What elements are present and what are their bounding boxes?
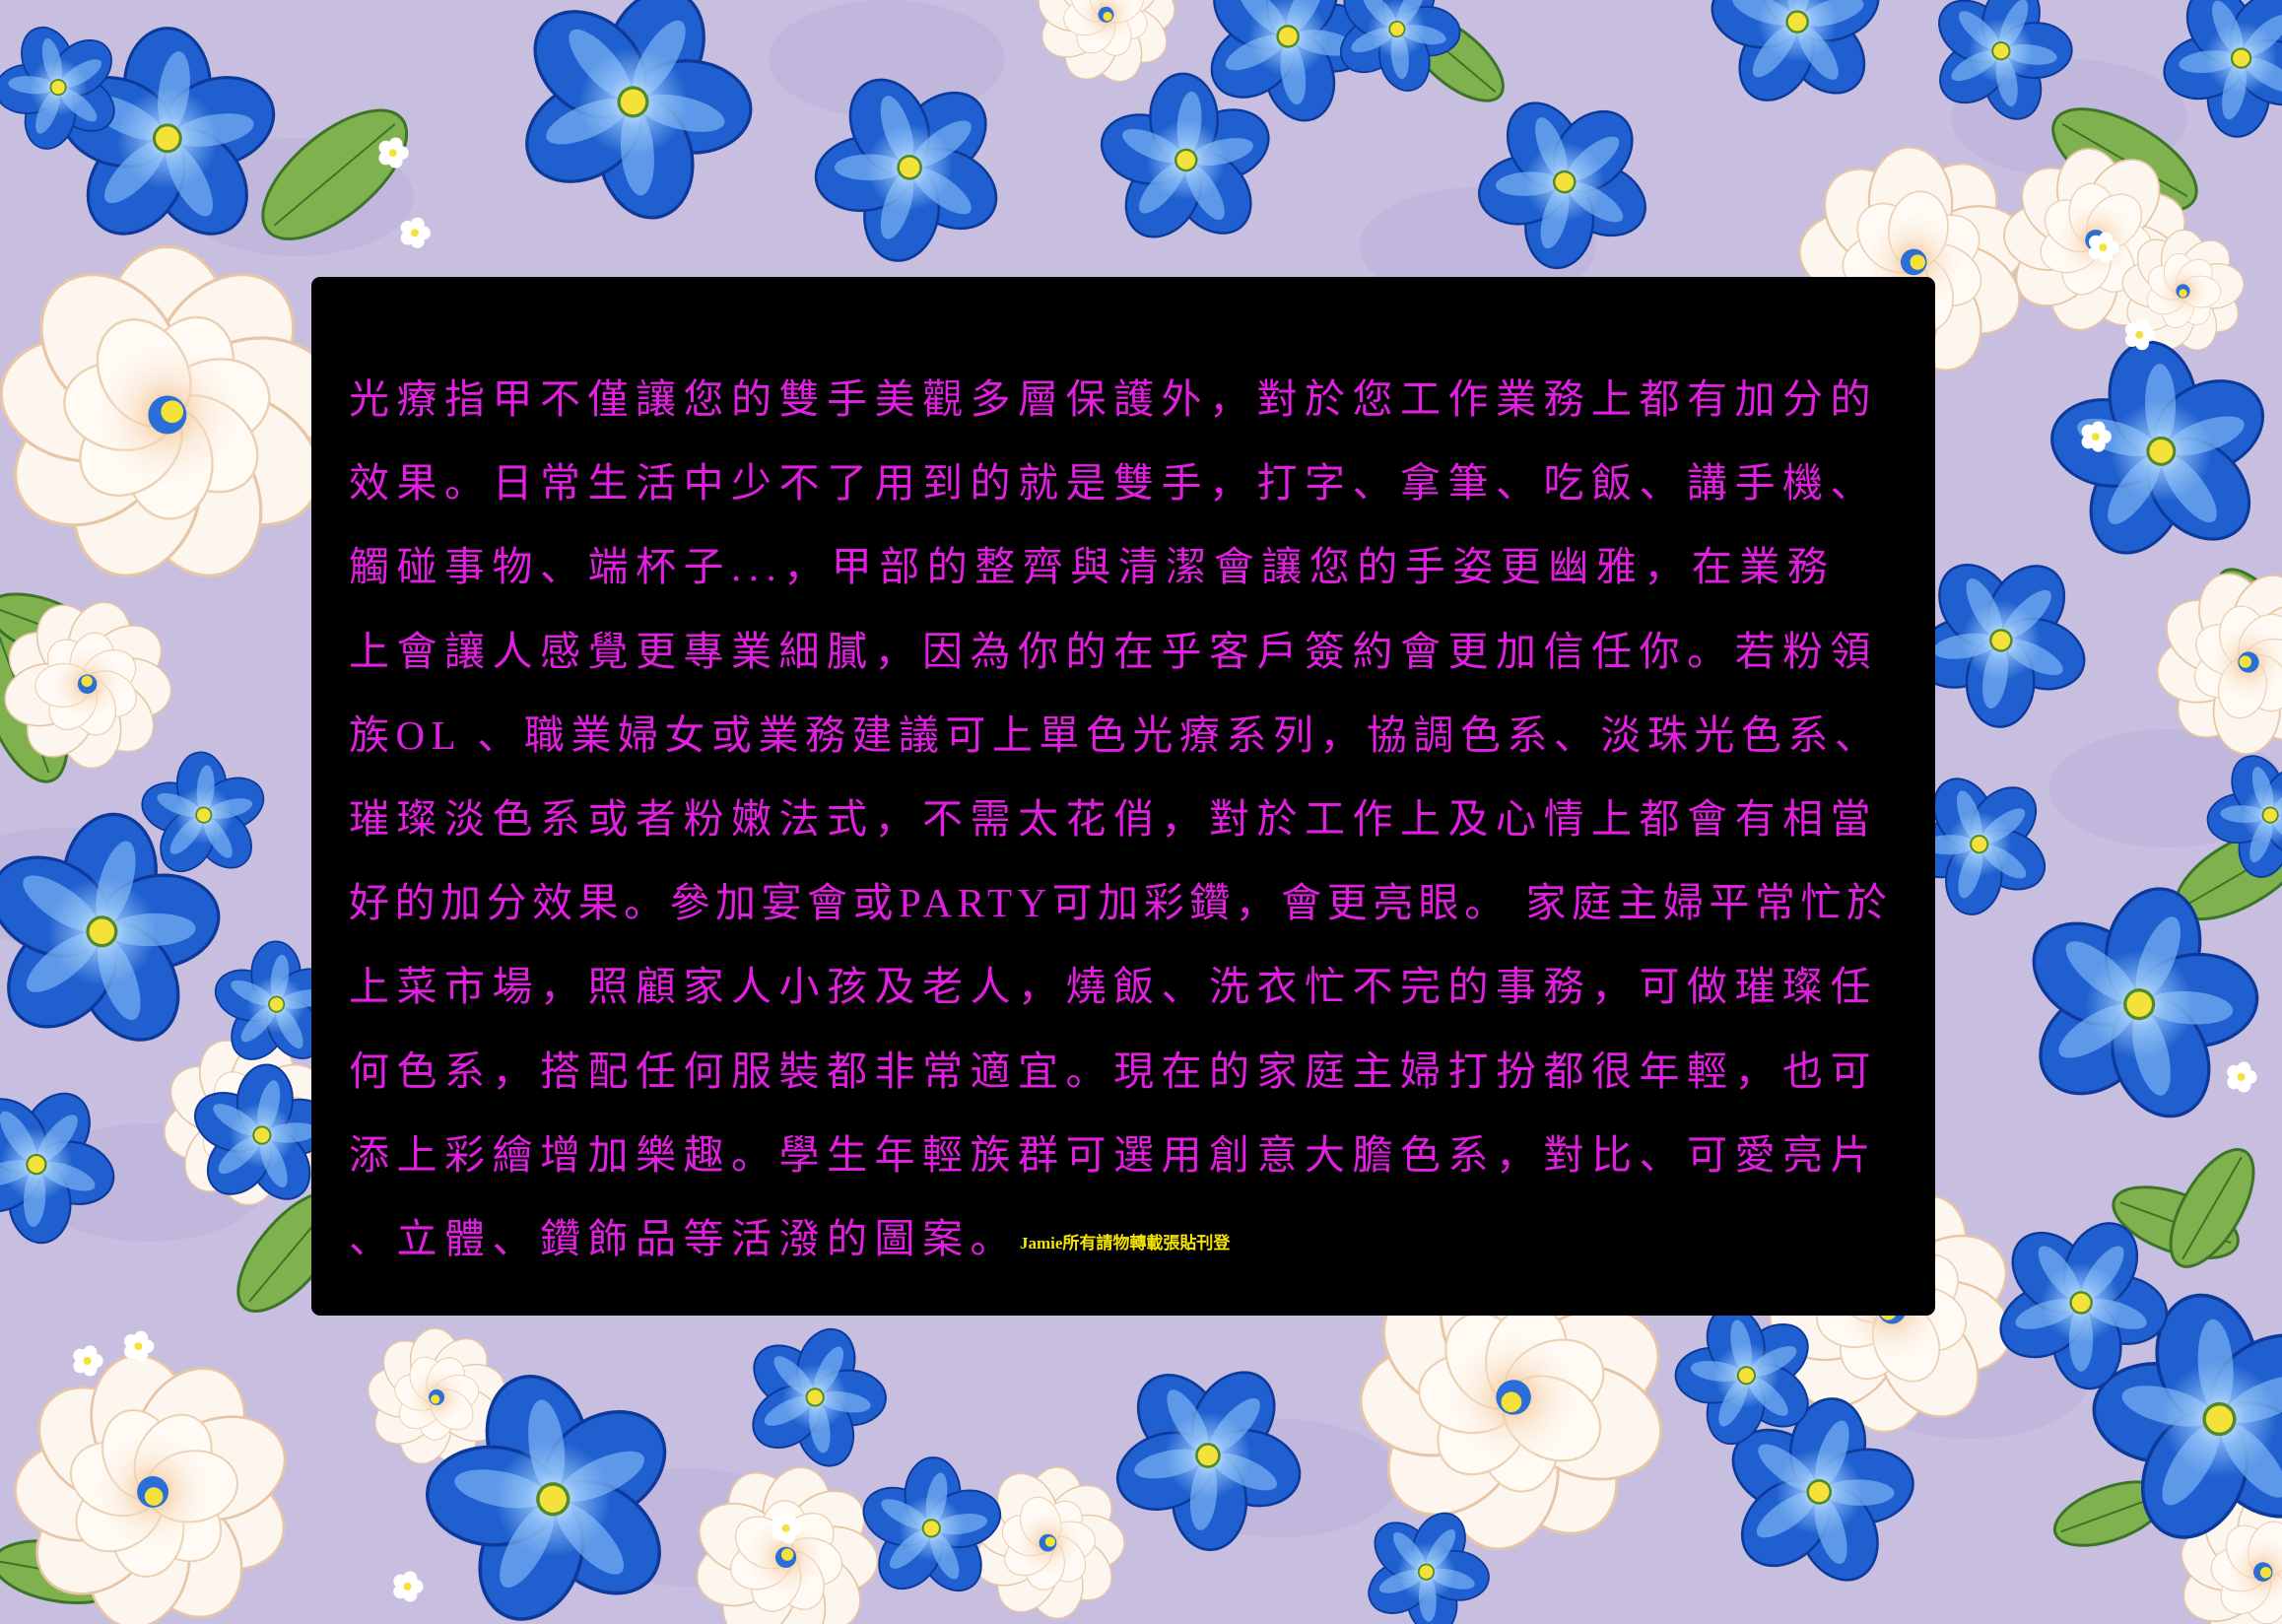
leaf (261, 108, 409, 240)
cream-flower (368, 1327, 505, 1464)
blue-flower (1711, 0, 1880, 102)
tiny-white-flower (73, 1345, 103, 1377)
blue-flower (1908, 778, 2047, 915)
blue-flower (1938, 0, 2073, 120)
blue-flower (814, 78, 998, 262)
cream-flower (1038, 0, 1175, 83)
tiny-white-flower (2081, 421, 2112, 452)
paragraph-line-3: 觸碰事物、端杯子...，甲部的整齊與清潔會讓您的手姿更幽雅，在業務 (349, 544, 1836, 590)
blue-flower (752, 1327, 887, 1467)
paragraph-line-4: 上會讓人感覺更專業細膩，因為你的在乎客戶簽約會更加信任你。若粉領 (349, 628, 1878, 674)
blue-flower (2032, 887, 2259, 1118)
blue-flower (59, 27, 276, 236)
tiny-white-flower (2088, 232, 2119, 263)
paragraph-line-11-text: 、立體、鑽飾品等活潑的圖案。 (349, 1215, 1018, 1261)
blue-flower (862, 1456, 1002, 1592)
cream-flower (4, 601, 172, 770)
blue-flower (2092, 1293, 2282, 1539)
cream-flower (14, 1354, 287, 1624)
cream-flower (2121, 229, 2245, 351)
cream-flower (696, 1466, 879, 1624)
blue-flower (2050, 340, 2265, 555)
tiny-white-flower (124, 1330, 155, 1362)
tiny-white-flower (378, 137, 409, 169)
blue-flower (1674, 1306, 1809, 1446)
cream-flower (2156, 573, 2282, 755)
paragraph-line-6: 璀璨淡色系或者粉嫩法式，不需太花俏，對於工作上及心情上都會有相當 (349, 795, 1878, 842)
text-panel: 光療指甲不僅讓您的雙手美觀多層保護外，對於您工作業務上都有加分的 效果。日常生活… (311, 277, 1935, 1316)
cream-flower (0, 244, 336, 577)
paragraph-line-7: 好的加分效果。參加宴會或PARTY可加彩鑽，會更亮眼。 家庭主婦平常忙於 (349, 880, 1893, 926)
blue-flower (525, 0, 753, 220)
blue-flower (0, 812, 221, 1042)
blue-flower (1368, 1512, 1490, 1624)
paragraph-line-2: 效果。日常生活中少不了用到的就是雙手，打字、拿筆、吃飯、講手機、 (349, 460, 1878, 507)
blue-flower (0, 26, 115, 150)
blue-flower (0, 1092, 115, 1245)
tiny-white-flower (393, 1571, 424, 1602)
cream-flower (973, 1466, 1125, 1620)
blue-flower (141, 751, 265, 873)
blue-flower (1731, 1397, 1914, 1582)
blue-flower (1477, 102, 1646, 270)
background-swirl (769, 0, 1005, 118)
blue-flower (425, 1374, 667, 1621)
blue-flower (1100, 72, 1270, 238)
tiny-white-flower (2124, 319, 2156, 351)
paragraph-line-8: 上菜市場，照顧家人小孩及老人，燒飯、洗衣忙不完的事務，可做璀璨任 (349, 964, 1878, 1010)
paragraph-line-5: 族OL 、職業婦女或業務建議可上單色光療系列，協調色系、淡珠光色系、 (349, 711, 1882, 758)
blue-flower (1339, 0, 1461, 92)
paragraph-line-11: 、立體、鑽飾品等活潑的圖案。 Jamie所有請物轉載張貼刊登 (349, 1197, 1935, 1281)
tiny-white-flower (400, 217, 431, 248)
blue-flower (1115, 1371, 1302, 1551)
paragraph-line-1: 光療指甲不僅讓您的雙手美觀多層保護外，對於您工作業務上都有加分的 (349, 376, 1878, 422)
tiny-white-flower (772, 1513, 802, 1544)
copyright-note: Jamie所有請物轉載張貼刊登 (1020, 1233, 1231, 1252)
paragraph-line-10: 添上彩繪增加樂趣。學生年輕族群可選用創意大膽色系，對比、可愛亮片 (349, 1131, 1878, 1178)
blue-flower (2163, 0, 2282, 138)
blue-flower (2206, 755, 2282, 878)
tiny-white-flower (2227, 1061, 2257, 1093)
blue-flower (1915, 563, 2086, 728)
paragraph-line-9: 何色系，搭配任何服裝都非常適宜。現在的家庭主婦打扮都很年輕，也可 (349, 1048, 1878, 1094)
leaf (2169, 1147, 2255, 1268)
blue-flower (1999, 1222, 2169, 1390)
